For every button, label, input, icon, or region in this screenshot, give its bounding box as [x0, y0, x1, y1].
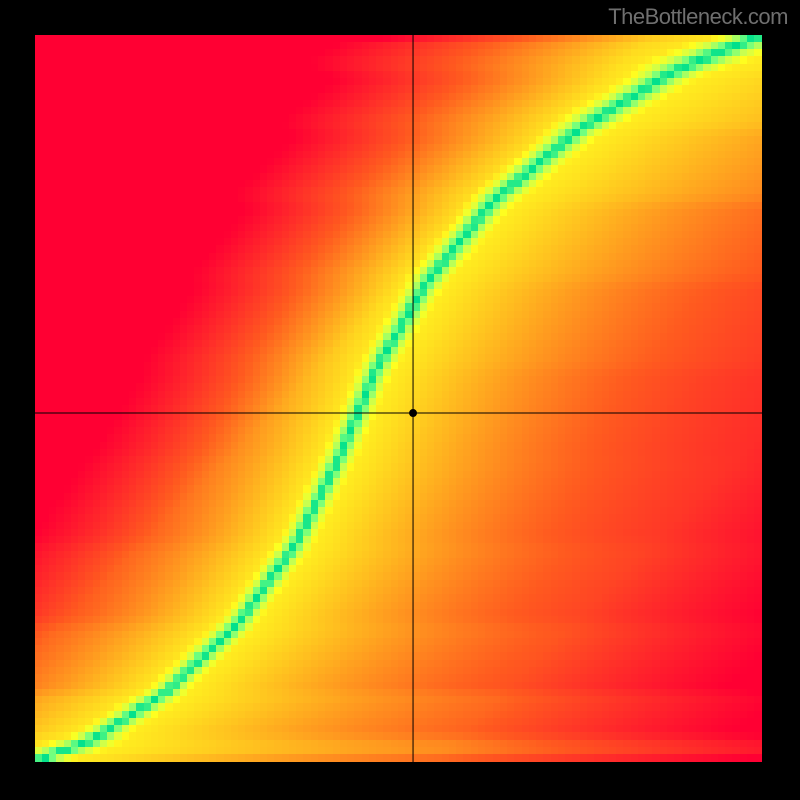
watermark-text: TheBottleneck.com — [608, 4, 788, 29]
heatmap-canvas — [35, 35, 762, 762]
watermark-container: TheBottleneck.com — [608, 4, 788, 30]
chart-root: TheBottleneck.com — [0, 0, 800, 800]
